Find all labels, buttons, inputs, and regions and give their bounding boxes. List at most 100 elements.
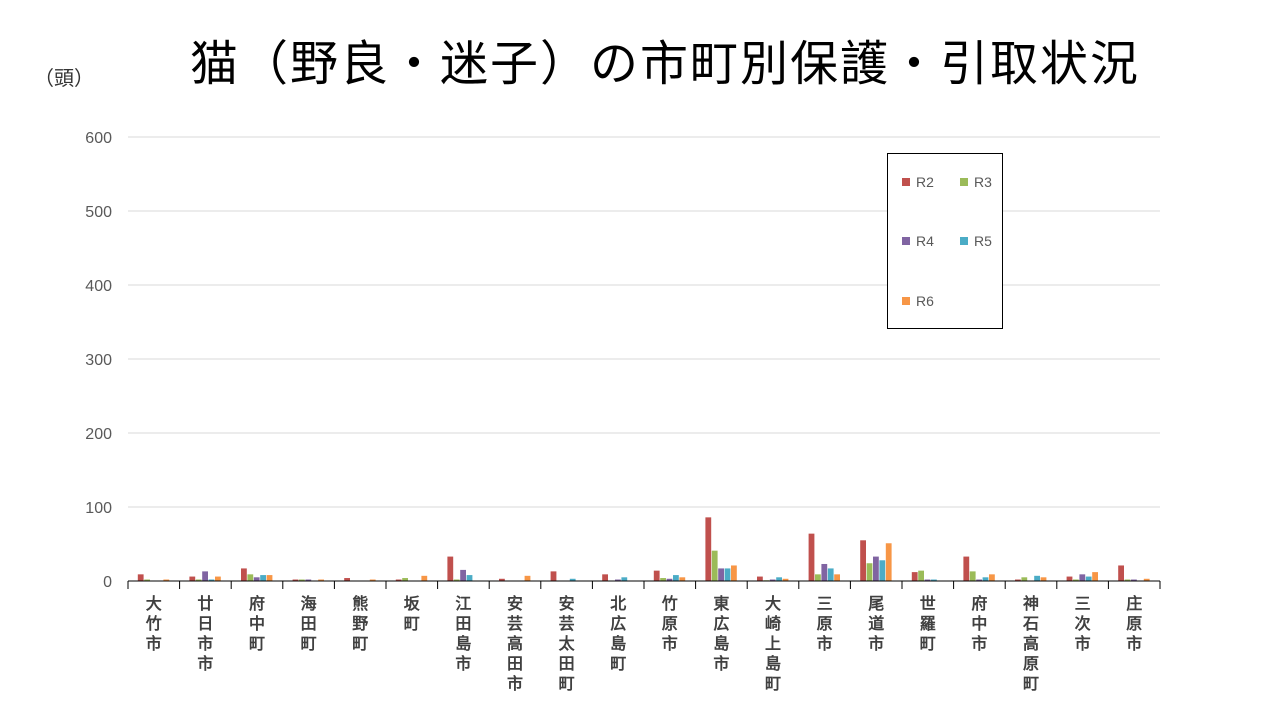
chart-legend: R2 R3 R4 R5 R6 — [887, 153, 1003, 329]
bar-R6-13 — [834, 574, 840, 581]
x-category-label: 府中町 — [249, 594, 265, 653]
bar-R2-15 — [911, 572, 918, 581]
bar-R6-10 — [679, 577, 686, 581]
bar-R5-12 — [776, 577, 782, 581]
bar-R3-14 — [866, 563, 873, 581]
x-category-label: 安芸高田市 — [507, 594, 523, 693]
bar-R3-11 — [711, 550, 718, 581]
legend-item-R3: R3 — [960, 174, 992, 190]
bar-R2-8 — [550, 571, 557, 581]
bar-R3-5 — [402, 578, 408, 581]
x-category-label: 大竹市 — [145, 594, 162, 653]
legend-swatch — [960, 178, 968, 186]
y-tick-label: 100 — [85, 500, 112, 517]
bar-R2-14 — [860, 540, 866, 581]
bar-R5-18 — [1085, 576, 1092, 581]
bar-R6-17 — [1040, 577, 1047, 581]
legend-item-R6: R6 — [902, 293, 934, 309]
x-category-label: 廿日市市 — [197, 594, 213, 673]
bar-R4-11 — [718, 568, 724, 581]
legend-swatch — [960, 237, 968, 245]
x-category-label: 北広島町 — [610, 594, 626, 673]
bar-R2-18 — [1066, 576, 1073, 581]
legend-item-R4: R4 — [902, 233, 934, 249]
x-category-label: 海田町 — [301, 594, 317, 653]
bar-R6-7 — [524, 575, 531, 581]
bar-R6-11 — [731, 565, 737, 581]
bar-R6-0 — [163, 579, 170, 581]
bar-R5-9 — [621, 577, 628, 581]
bars — [137, 517, 1150, 581]
bar-R5-13 — [827, 568, 834, 581]
bar-R4-13 — [821, 563, 828, 581]
bar-R2-5 — [395, 579, 402, 581]
bar-R6-5 — [421, 575, 428, 581]
bar-R2-17 — [1015, 579, 1021, 581]
bar-R5-1 — [208, 579, 215, 581]
bar-R2-1 — [189, 576, 196, 581]
y-tick-label: 400 — [85, 278, 112, 295]
bar-R2-7 — [499, 578, 505, 581]
x-category-label: 東広島市 — [713, 594, 729, 673]
legend-label: R6 — [916, 293, 934, 309]
bar-R5-8 — [569, 578, 576, 581]
x-category-label: 竹原市 — [661, 594, 678, 653]
bar-R3-1 — [195, 579, 202, 581]
bar-R4-2 — [253, 577, 260, 581]
legend-swatch — [902, 297, 910, 305]
bar-R2-10 — [653, 570, 660, 581]
bar-R4-16 — [976, 579, 982, 581]
bar-R4-12 — [769, 579, 776, 581]
bar-R4-15 — [924, 579, 931, 581]
bar-R5-2 — [260, 575, 266, 581]
bar-R2-3 — [292, 579, 299, 581]
bar-R3-18 — [1073, 579, 1079, 581]
bar-R6-4 — [369, 579, 376, 581]
bar-R5-6 — [466, 575, 473, 581]
legend-item-R5: R5 — [960, 233, 992, 249]
legend-item-R2: R2 — [902, 174, 934, 190]
y-tick-label: 500 — [85, 204, 112, 221]
legend-swatch — [902, 237, 910, 245]
bar-R6-1 — [215, 576, 221, 581]
bar-R2-0 — [137, 574, 144, 581]
bar-R4-14 — [873, 556, 879, 581]
bar-R2-13 — [808, 533, 815, 581]
chart-title: 猫（野良・迷子）の市町別保護・引取状況 — [189, 36, 1140, 92]
x-category-label: 庄原市 — [1126, 594, 1142, 653]
bar-R4-1 — [202, 571, 208, 581]
bar-R2-11 — [705, 517, 712, 581]
bar-R4-9 — [615, 579, 621, 581]
bar-R4-19 — [1131, 579, 1137, 581]
bar-R6-12 — [782, 578, 789, 581]
bar-R2-19 — [1118, 565, 1124, 581]
x-axis-category-labels: 大竹市 廿日市市 府中町 海田町 熊野町 坂町 江田島市 安芸高田市 安芸太田町 北広島町 竹原市 東… — [145, 594, 1142, 693]
bar-R3-17 — [1021, 577, 1028, 581]
bar-R3-6 — [453, 579, 460, 581]
y-tick-label: 0 — [103, 574, 112, 591]
legend-label: R2 — [916, 174, 934, 190]
x-axis — [127, 580, 1161, 589]
bar-R3-15 — [918, 570, 924, 581]
y-tick-label: 300 — [85, 352, 112, 369]
bar-R6-19 — [1143, 578, 1150, 581]
bar-R4-18 — [1079, 574, 1086, 581]
x-category-label: 府中市 — [971, 594, 987, 653]
bar-R4-3 — [305, 579, 312, 581]
bar-R3-16 — [969, 571, 976, 581]
bar-R6-3 — [318, 579, 324, 581]
legend-label: R5 — [974, 233, 992, 249]
x-category-label: 尾道市 — [868, 594, 884, 653]
x-category-label: 坂町 — [404, 594, 421, 633]
bar-R3-3 — [299, 579, 305, 581]
bar-R2-2 — [241, 568, 247, 581]
legend-swatch — [902, 178, 910, 186]
bar-R2-16 — [963, 556, 970, 581]
y-axis-ticks: 0 100 200 300 400 500 600 — [85, 130, 112, 591]
bar-R4-10 — [666, 578, 673, 581]
bar-R3-0 — [144, 579, 150, 581]
bar-R6-2 — [266, 575, 273, 581]
bar-R2-6 — [447, 556, 454, 581]
bar-R6-18 — [1092, 572, 1098, 581]
